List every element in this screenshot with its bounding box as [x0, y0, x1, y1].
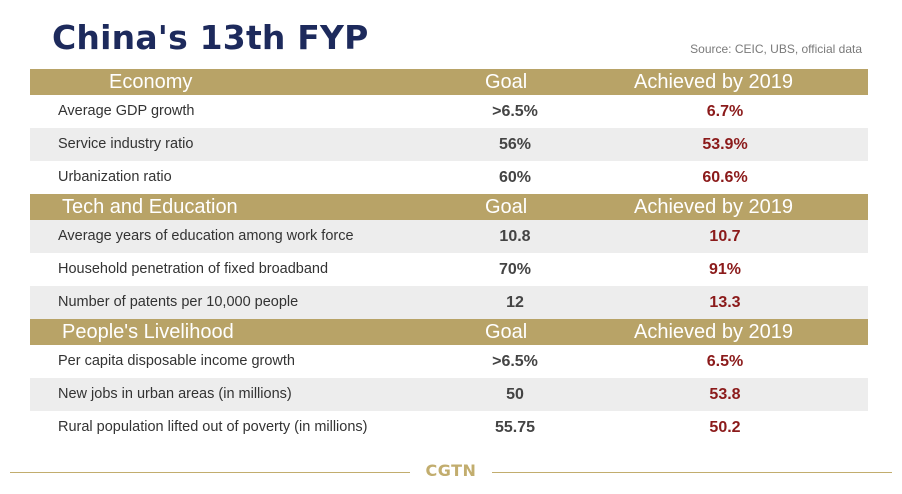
goal-column-header: Goal [485, 321, 528, 343]
section-title: People's Livelihood [62, 321, 234, 343]
section-header-peoples-livelihood: People's Livelihood Goal Achieved by 201… [30, 319, 868, 345]
row-label: Rural population lifted out of poverty (… [58, 419, 368, 435]
row-label: Urbanization ratio [58, 169, 172, 185]
goal-value: 55.75 [494, 419, 536, 436]
row-label: Service industry ratio [58, 136, 194, 152]
goal-value: 50 [506, 386, 524, 403]
goal-value: >6.5% [492, 353, 538, 370]
table-row: Rural population lifted out of poverty (… [30, 411, 868, 444]
achieved-value: 50.2 [709, 419, 741, 436]
achieved-value: 6.7% [706, 103, 744, 120]
table-row: Average years of education among work fo… [30, 220, 868, 253]
table-row: New jobs in urban areas (in millions) 50… [30, 378, 868, 411]
achieved-column-header: Achieved by 2019 [634, 321, 794, 343]
source-note: Source: CEIC, UBS, official data [690, 42, 862, 56]
row-label: New jobs in urban areas (in millions) [58, 386, 292, 402]
achieved-value: 6.5% [706, 353, 744, 370]
cgtn-logo: CGTN [425, 461, 477, 480]
section-header-economy: Economy Goal Achieved by 2019 [30, 69, 868, 95]
table-row: Household penetration of fixed broadband… [30, 253, 868, 286]
achieved-value: 13.3 [709, 294, 741, 311]
achieved-column-header: Achieved by 2019 [634, 71, 794, 93]
row-label: Number of patents per 10,000 people [58, 294, 299, 310]
table-row: Number of patents per 10,000 people 12 1… [30, 286, 868, 319]
achieved-column-header: Achieved by 2019 [634, 196, 794, 218]
goal-value: 10.8 [499, 228, 531, 245]
fyp-table: Economy Goal Achieved by 2019 Average GD… [30, 69, 868, 444]
goal-value: >6.5% [492, 103, 538, 120]
achieved-value: 10.7 [709, 228, 741, 245]
row-label: Average GDP growth [58, 103, 195, 119]
goal-column-header: Goal [485, 71, 528, 93]
row-label: Per capita disposable income growth [58, 353, 295, 369]
section-title: Economy [109, 71, 193, 93]
table-row: Service industry ratio 56% 53.9% [30, 128, 868, 161]
goal-value: 60% [498, 169, 532, 186]
goal-value: 12 [506, 294, 524, 311]
page-title: China's 13th FYP [52, 18, 369, 57]
achieved-value: 91% [708, 261, 742, 278]
achieved-value: 60.6% [702, 169, 748, 186]
footer-divider-right [492, 472, 892, 473]
goal-value: 70% [498, 261, 532, 278]
table-row: Urbanization ratio 60% 60.6% [30, 161, 868, 194]
table-row: Per capita disposable income growth >6.5… [30, 345, 868, 378]
section-title: Tech and Education [62, 196, 238, 218]
goal-value: 56% [498, 136, 532, 153]
row-label: Average years of education among work fo… [58, 228, 354, 244]
goal-column-header: Goal [485, 196, 528, 218]
achieved-value: 53.8 [709, 386, 741, 403]
row-label: Household penetration of fixed broadband [58, 261, 329, 277]
table-row: Average GDP growth >6.5% 6.7% [30, 95, 868, 128]
footer-divider-left [10, 472, 410, 473]
section-header-tech-education: Tech and Education Goal Achieved by 2019 [30, 194, 868, 220]
achieved-value: 53.9% [702, 136, 748, 153]
